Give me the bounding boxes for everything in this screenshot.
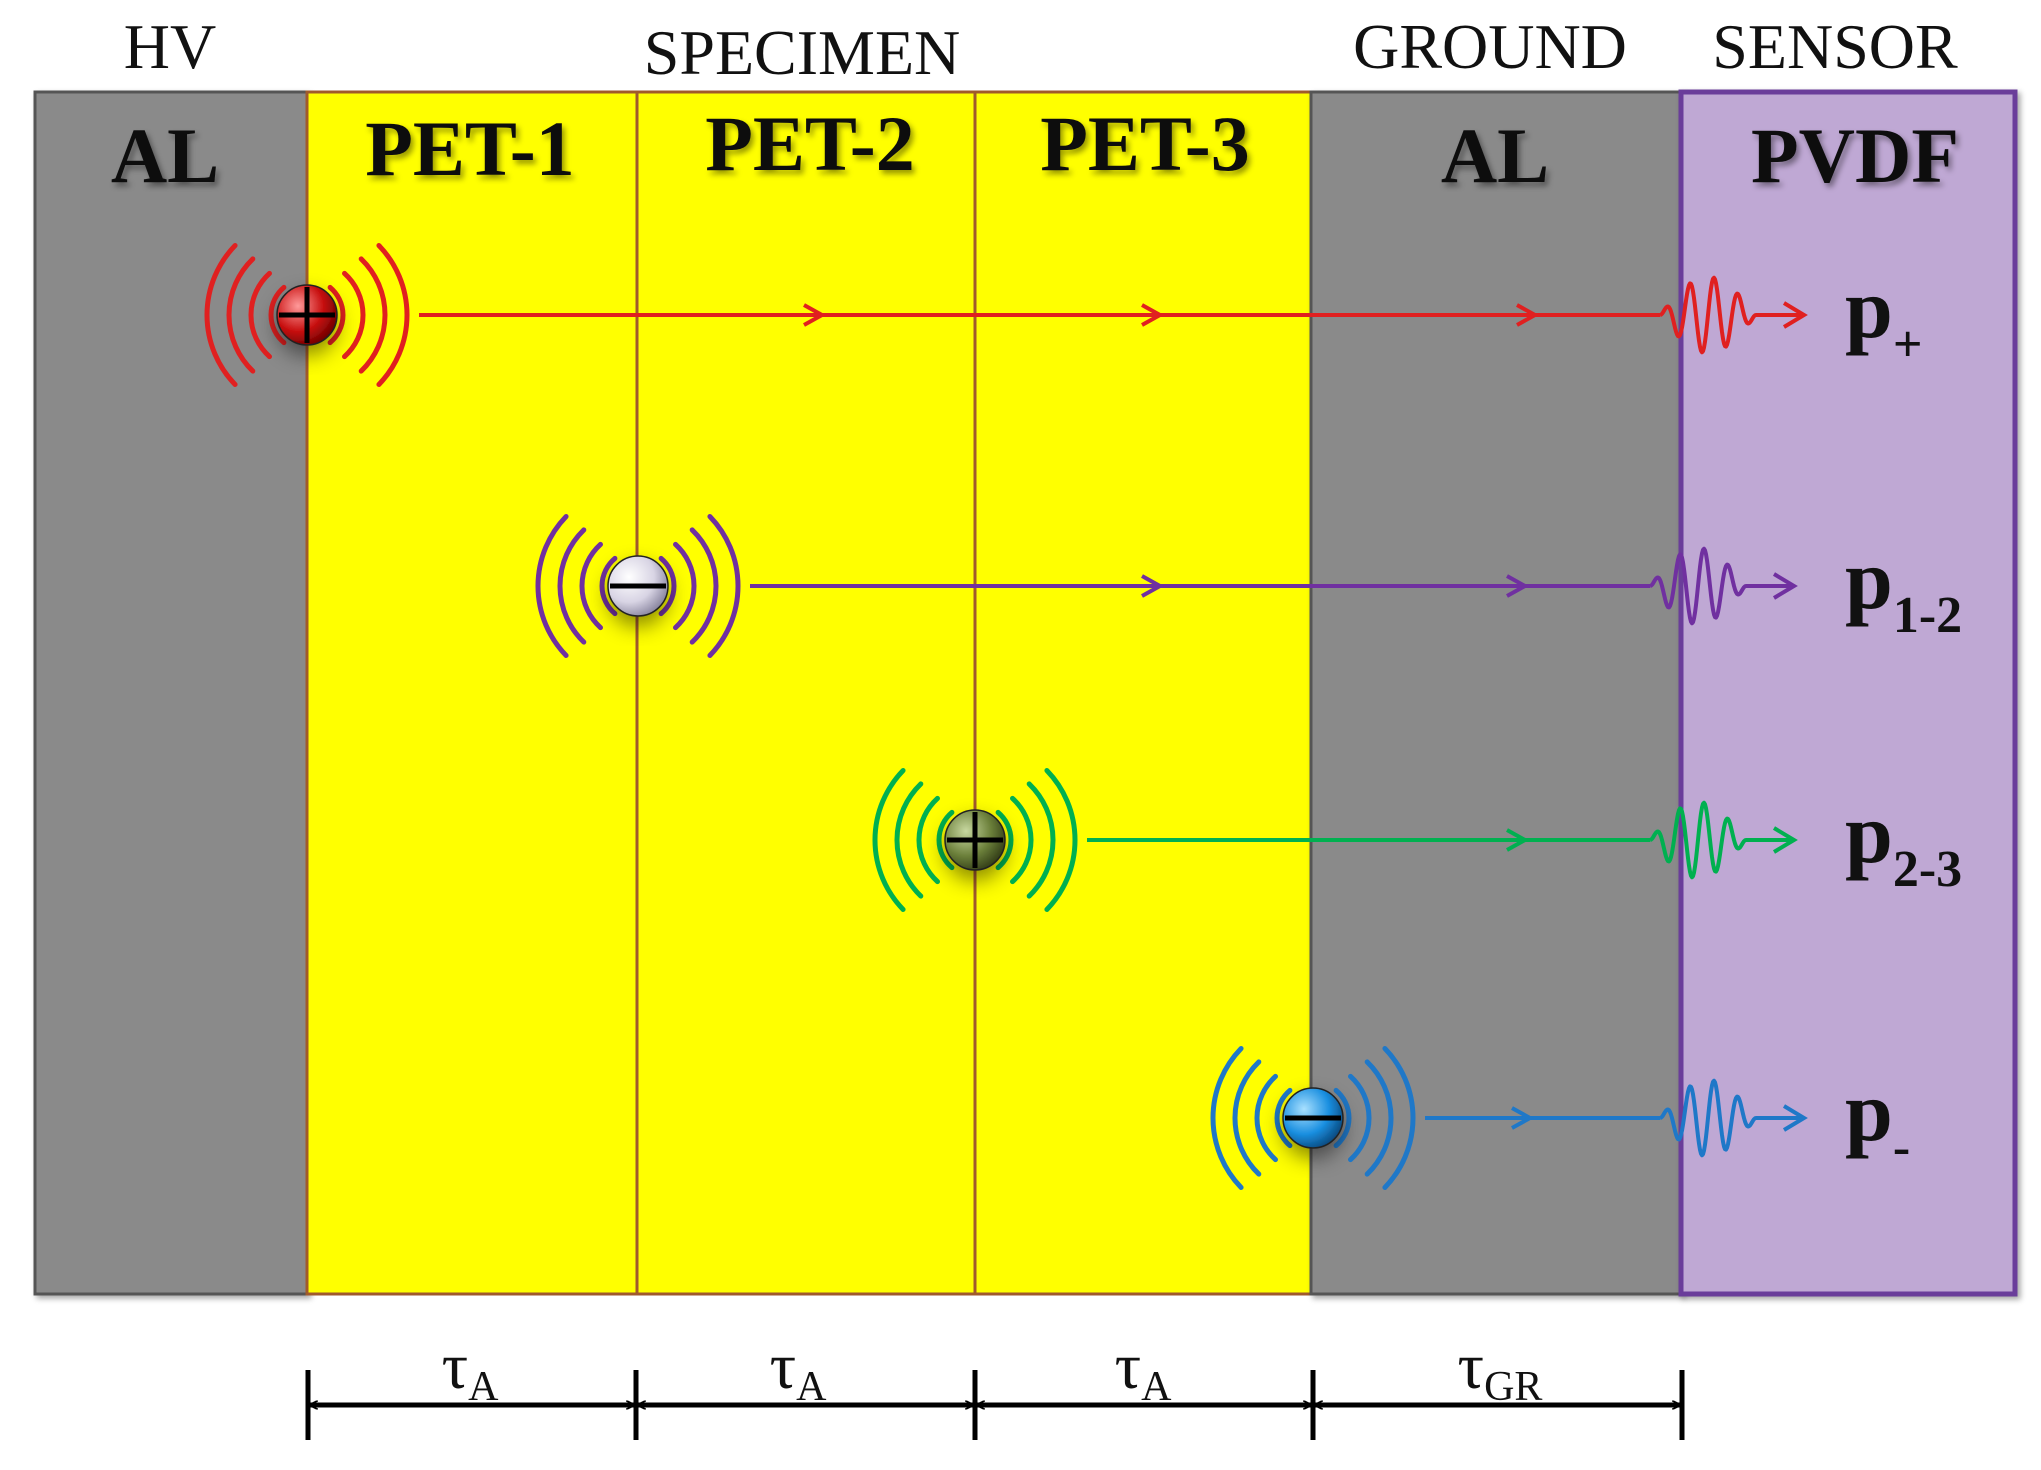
wave-arc-right	[1026, 781, 1056, 899]
wave-arc-left	[1254, 1073, 1278, 1163]
pulse-row-3: p-	[1210, 1046, 1910, 1190]
transit-time-axis	[305, 1370, 1685, 1440]
wave-arc-left	[936, 809, 955, 871]
wave-arc-right	[1382, 1046, 1416, 1190]
direction-arrow	[1511, 1106, 1535, 1130]
ground-label: GROUND	[1353, 11, 1627, 82]
wave-arc-right	[327, 284, 346, 346]
wave-arc-left	[268, 284, 287, 346]
pulse-label-3: p-	[1845, 1063, 1910, 1176]
layer-label-pet-3: PET-3	[1040, 100, 1250, 187]
pulse-label-0: p+	[1845, 260, 1922, 373]
direction-arrow	[1506, 574, 1530, 598]
layer-al-ground	[1309, 90, 1683, 1296]
wave-arc-left	[599, 555, 618, 617]
wave-arc-left	[248, 270, 272, 360]
layer-label-pvdf: PVDF	[1751, 112, 1959, 199]
charge-ball	[944, 809, 1006, 871]
wave-arc-right	[689, 527, 719, 645]
wave-arc-right	[1333, 1087, 1352, 1149]
wave-arc-left	[872, 768, 906, 912]
wave-arc-right	[1010, 795, 1034, 885]
wave-arc-left	[204, 243, 238, 387]
layer-pet-1	[305, 90, 639, 1296]
wave-arc-right	[658, 555, 677, 617]
charge-ball	[607, 555, 669, 617]
layer-label-pet-1: PET-1	[365, 105, 575, 192]
tau-label-ground: τGR	[1458, 1330, 1543, 1410]
pulse-arrowhead	[1772, 826, 1798, 854]
sensor-label: SENSOR	[1712, 11, 1958, 82]
tau-label-pet-1: τA	[442, 1330, 500, 1410]
pressure-pulse	[1659, 1078, 1804, 1158]
pulse-arrowhead	[1782, 1104, 1808, 1132]
direction-arrow	[1506, 828, 1530, 852]
pulse-label-1: p1-2	[1845, 531, 1962, 644]
layer-pet-2	[635, 90, 977, 1296]
wave-arc-right	[342, 270, 366, 360]
specimen-label: SPECIMEN	[644, 17, 961, 88]
wave-arc-right	[358, 256, 388, 374]
pressure-pulse	[1649, 546, 1794, 626]
wave-arc-right	[376, 243, 410, 387]
wave-arc-left	[1232, 1059, 1262, 1177]
layer-pet-3	[973, 90, 1313, 1296]
charge-ball	[276, 284, 338, 346]
layer-label-al-ground: AL	[1441, 112, 1549, 199]
pulse-row-0: p+	[204, 243, 1922, 387]
wave-arc-left	[535, 514, 569, 658]
layer-label-pet-2: PET-2	[705, 100, 915, 187]
wave-arc-left	[894, 781, 924, 899]
pulse-row-1: p1-2	[535, 514, 1962, 658]
pressure-pulse	[1659, 275, 1804, 355]
pulse-arrowhead	[1782, 301, 1808, 329]
wave-arc-left	[557, 527, 587, 645]
hv-label: HV	[124, 11, 216, 82]
wave-arc-right	[1364, 1059, 1394, 1177]
pulse-rows: p+ p1-2 p2-3 p-	[204, 243, 1962, 1190]
pulse-arrowhead	[1772, 572, 1798, 600]
direction-arrow	[1141, 574, 1165, 598]
tau-label-pet-2: τA	[770, 1330, 828, 1410]
direction-arrow	[803, 303, 827, 327]
direction-arrow	[1141, 303, 1165, 327]
wave-arc-left	[1274, 1087, 1293, 1149]
wave-arc-left	[226, 256, 256, 374]
tau-label-pet-3: τA	[1115, 1330, 1173, 1410]
pressure-pulse	[1649, 800, 1794, 880]
wave-arc-right	[1044, 768, 1078, 912]
wave-arc-right	[707, 514, 741, 658]
pulse-label-2: p2-3	[1845, 785, 1962, 898]
layer-label-al-hv: AL	[111, 112, 219, 199]
direction-arrow	[1516, 303, 1540, 327]
layer-al-hv	[33, 90, 309, 1296]
wave-arc-right	[673, 541, 697, 631]
pulse-row-2: p2-3	[872, 768, 1962, 912]
wave-arc-right	[995, 809, 1014, 871]
wave-arc-left	[916, 795, 940, 885]
wave-arc-left	[1210, 1046, 1244, 1190]
wave-arc-left	[579, 541, 603, 631]
wave-arc-right	[1348, 1073, 1372, 1163]
charge-ball	[1282, 1087, 1344, 1149]
